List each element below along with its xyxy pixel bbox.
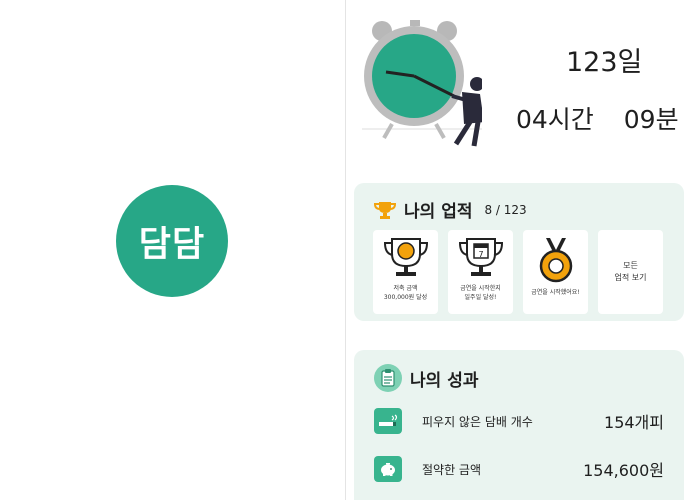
cigarette-icon xyxy=(374,408,402,434)
clock-illustration xyxy=(362,20,482,147)
achievements-card: 나의 업적 8 / 123 저축 금액 300,000원 달성 xyxy=(354,183,684,321)
results-card: 나의 성과 피우지 않은 담배 개수 154개피 절약한 금액 154,600원 xyxy=(354,350,684,500)
view-all-achievements-button[interactable]: 모든 업적 보기 xyxy=(598,230,663,314)
result-label: 피우지 않은 담배 개수 xyxy=(422,414,533,429)
elapsed-time: 04시간 09분 xyxy=(516,100,679,136)
panel-divider xyxy=(345,0,346,500)
svg-text:7: 7 xyxy=(478,250,483,259)
achievements-count: 8 / 123 xyxy=(484,202,527,217)
medal-icon xyxy=(539,238,572,283)
results-title: 나의 성과 xyxy=(410,370,479,391)
elapsed-days: 123일 xyxy=(566,47,643,78)
badge-label: 저축 금액 300,000원 달성 xyxy=(383,285,428,301)
elapsed-hours: 04시간 xyxy=(516,105,594,134)
badge-label: 금연을 시작한지 일주일 달성! xyxy=(460,285,501,301)
result-label: 절약한 금액 xyxy=(422,462,482,477)
trophy-icon xyxy=(374,201,396,219)
result-value: 154개피 xyxy=(604,413,664,432)
piggy-bank-icon xyxy=(374,456,402,482)
clipboard-icon xyxy=(374,364,402,392)
view-all-label: 모든 업적 보기 xyxy=(614,261,647,282)
results-header: 나의 성과 xyxy=(374,364,478,392)
left-panel: 담담 xyxy=(0,0,345,500)
achievement-badges: 저축 금액 300,000원 달성 7 금연을 시작한지 일주일 달성! xyxy=(373,230,663,314)
result-value: 154,600원 xyxy=(583,461,664,480)
result-row: 절약한 금액 154,600원 xyxy=(374,456,664,482)
achievement-badge[interactable]: 저축 금액 300,000원 달성 xyxy=(373,230,438,314)
brand-logo: 담담 xyxy=(116,185,228,297)
badge-label: 금연을 시작했어요! xyxy=(531,289,580,296)
achievements-title: 나의 업적 xyxy=(404,202,473,222)
achievement-badge[interactable]: 금연을 시작했어요! xyxy=(523,230,588,314)
result-row: 피우지 않은 담배 개수 154개피 xyxy=(374,408,664,434)
achievement-badge[interactable]: 7 금연을 시작한지 일주일 달성! xyxy=(448,230,513,314)
elapsed-minutes: 09분 xyxy=(623,105,679,134)
piggy-trophy-icon xyxy=(383,238,428,276)
calendar-trophy-icon: 7 xyxy=(458,238,503,276)
achievements-header: 나의 업적 8 / 123 xyxy=(374,197,527,222)
